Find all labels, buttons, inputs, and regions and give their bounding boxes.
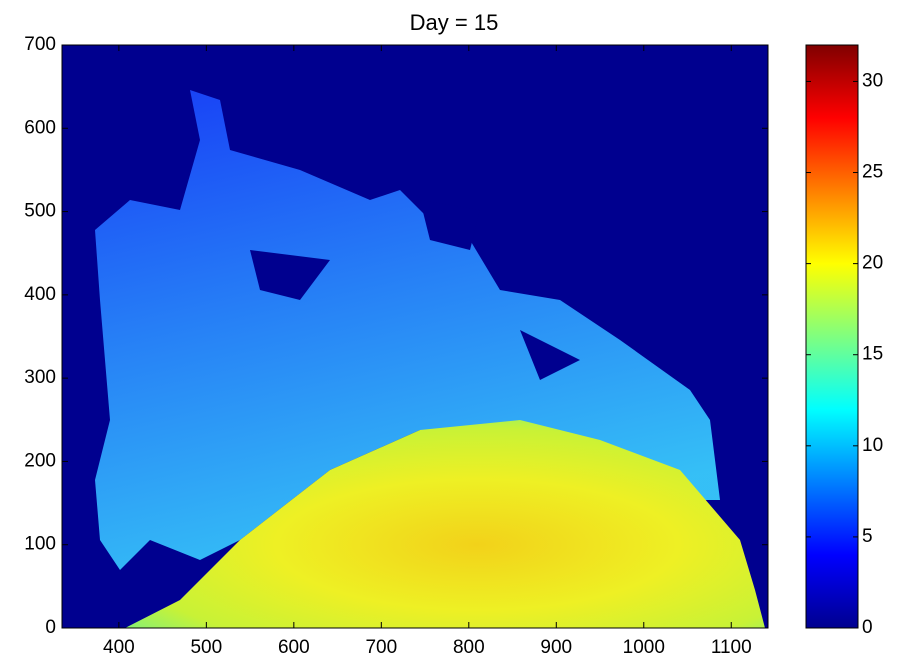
- y-tick-label: 300: [24, 367, 56, 388]
- y-tick-label: 400: [24, 284, 56, 305]
- x-tick-label: 500: [190, 637, 222, 658]
- x-tick-label: 400: [103, 637, 135, 658]
- chart-title: Day = 15: [410, 10, 499, 35]
- colorbar-tick-label: 5: [862, 526, 873, 547]
- y-tick-label: 500: [24, 201, 56, 222]
- chart: Day = 15 4005006007008009001000110001002…: [0, 0, 908, 664]
- x-tick-label: 1100: [711, 637, 752, 658]
- y-tick-label: 600: [24, 117, 56, 138]
- y-tick-label: 700: [24, 34, 56, 55]
- x-tick-label: 700: [365, 637, 397, 658]
- x-tick-label: 1000: [623, 637, 665, 658]
- x-tick-label: 800: [453, 637, 485, 658]
- y-tick-label: 100: [24, 534, 56, 555]
- colorbar-tick-label: 15: [862, 344, 883, 365]
- y-tick-label: 200: [24, 450, 56, 471]
- y-tick-label: 0: [45, 617, 56, 638]
- colorbar: [806, 45, 858, 628]
- colorbar-tick-label: 25: [862, 162, 883, 183]
- colorbar-tick-label: 10: [862, 435, 883, 456]
- colorbar-tick-label: 0: [862, 617, 873, 638]
- x-tick-label: 600: [278, 637, 310, 658]
- colorbar-tick-label: 30: [862, 70, 883, 91]
- colorbar-tick-label: 20: [862, 253, 883, 274]
- x-tick-label: 900: [540, 637, 572, 658]
